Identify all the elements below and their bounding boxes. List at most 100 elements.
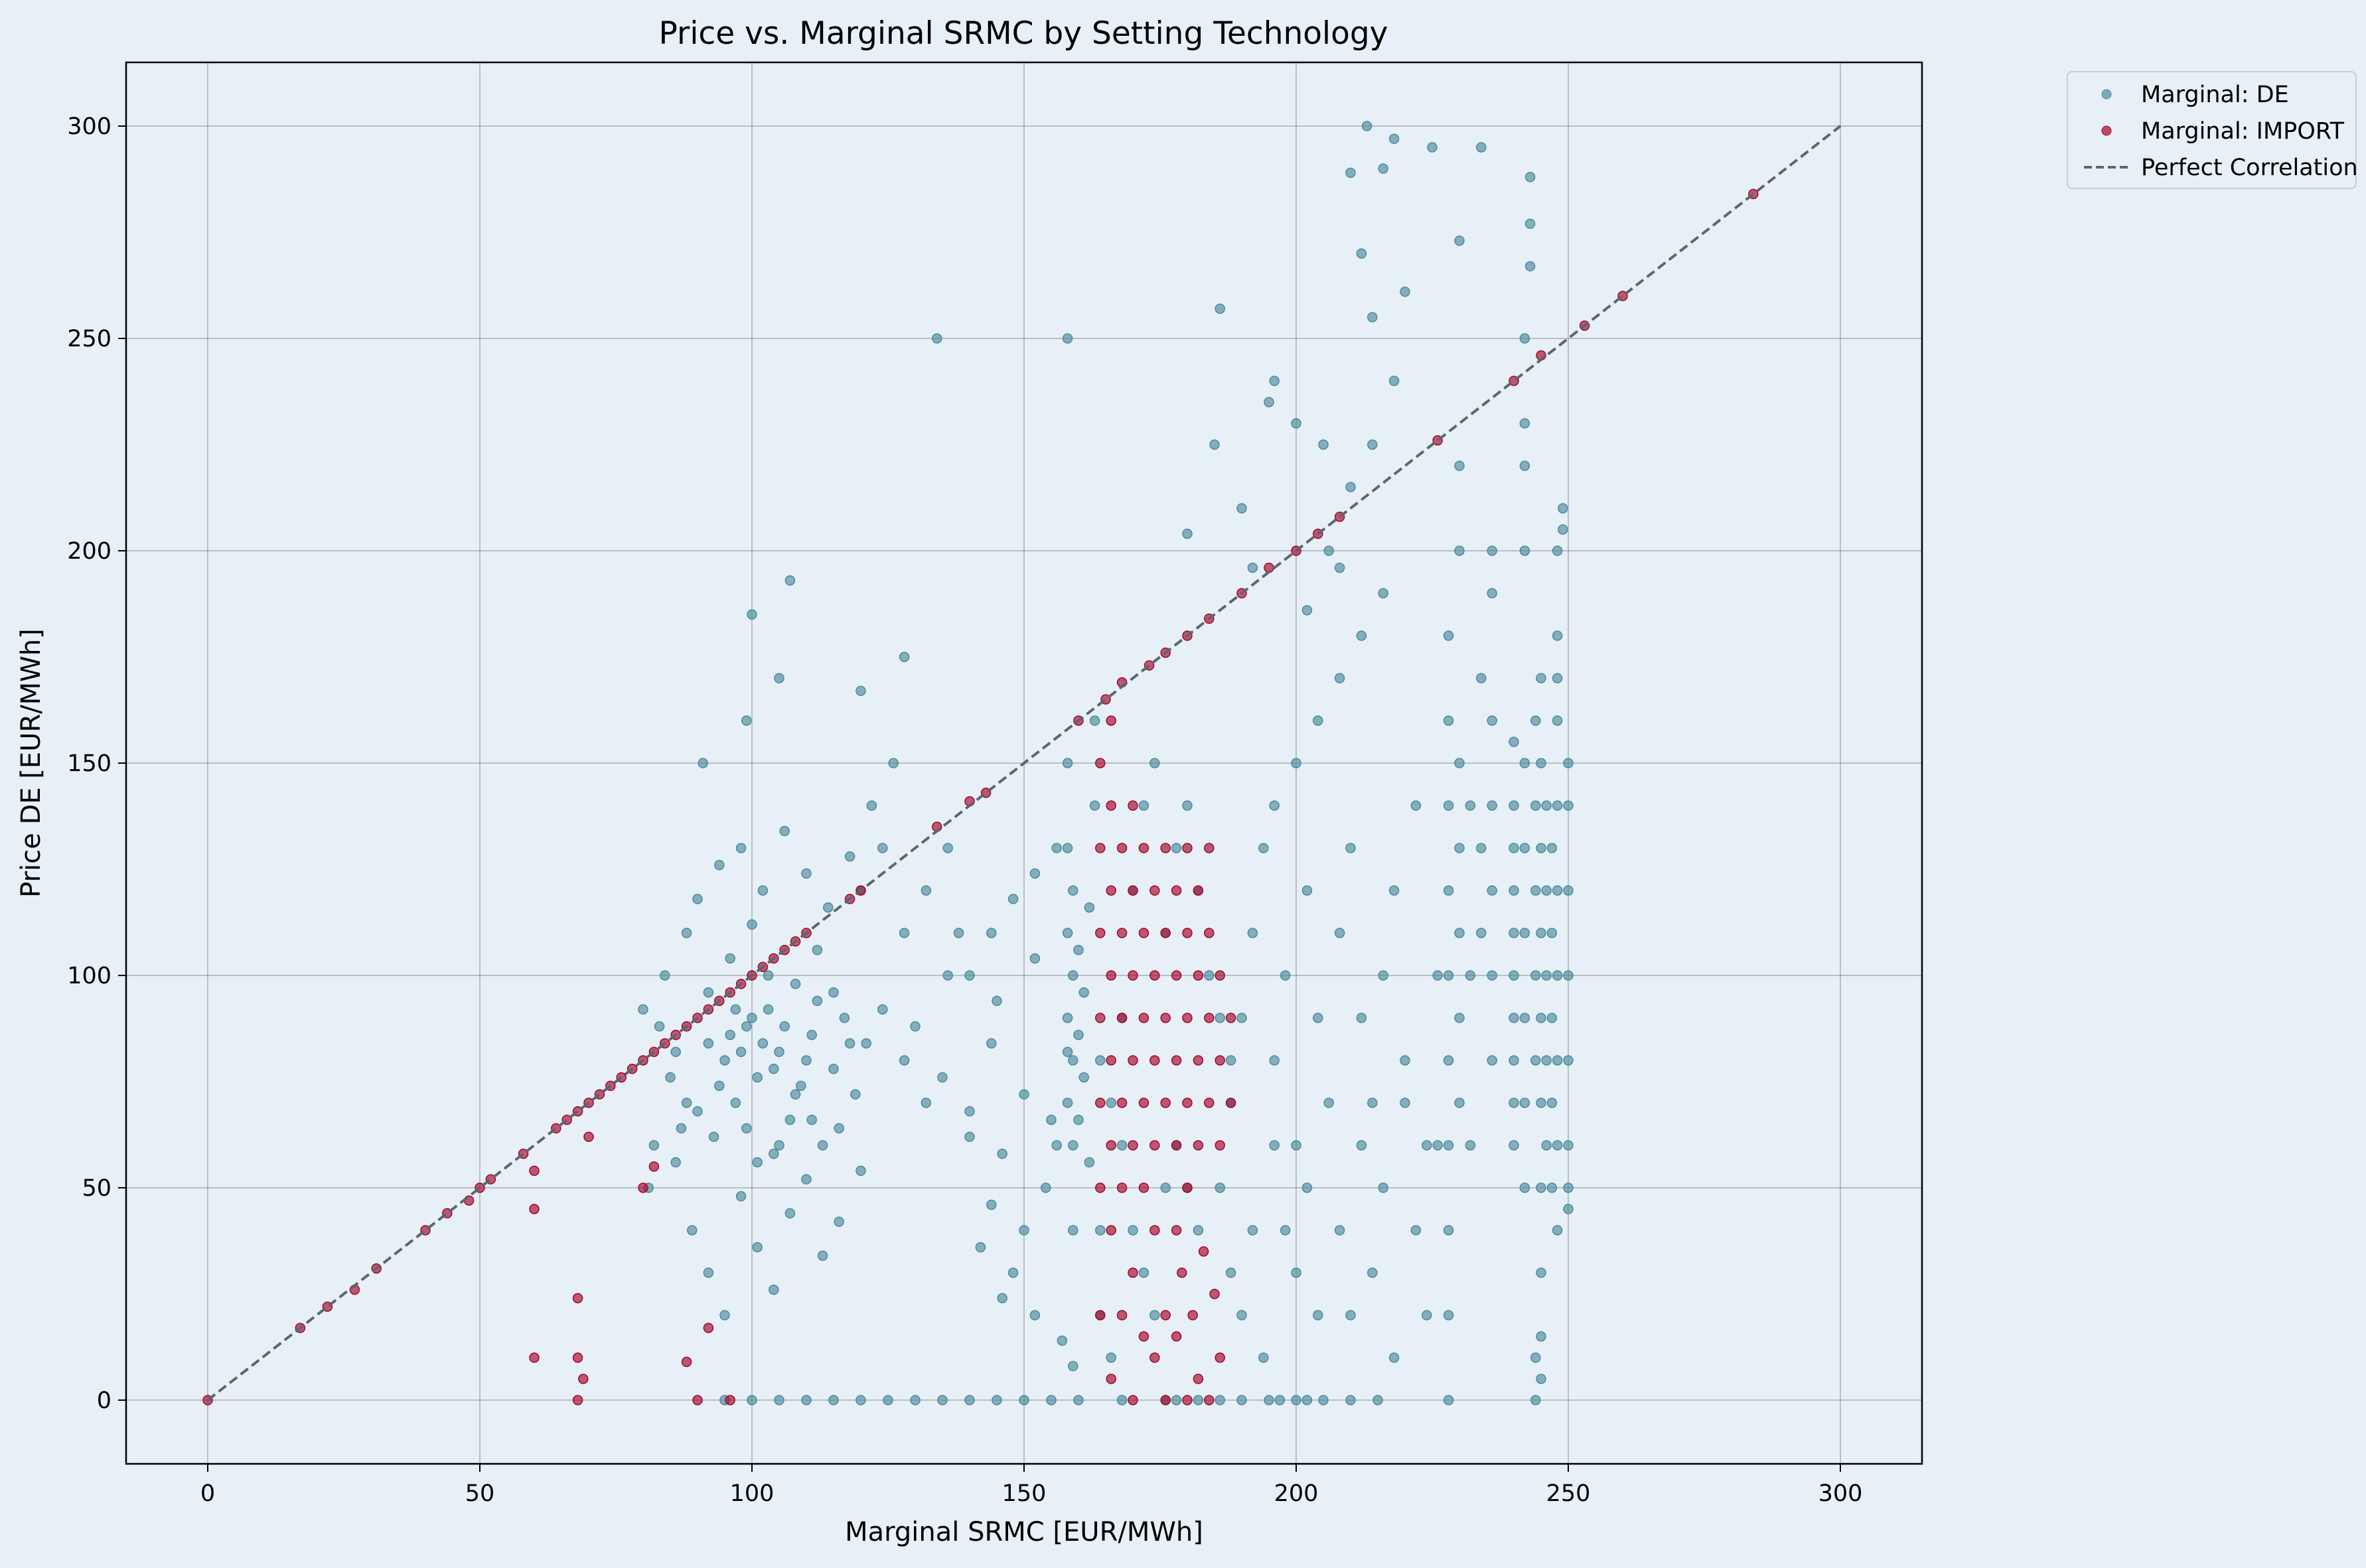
x-axis-ticks: 0 50 100 150 200 250 300 [200, 1464, 1862, 1507]
data-point-import [1171, 1225, 1182, 1236]
data-point-de [1536, 1331, 1546, 1342]
data-point-import [1095, 758, 1106, 768]
data-point-de [1269, 1055, 1280, 1066]
data-point-import [1138, 928, 1149, 938]
data-point-import [1215, 970, 1225, 981]
x-tick-label: 0 [200, 1480, 215, 1507]
data-point-de [660, 970, 670, 981]
data-point-de [1443, 1140, 1454, 1151]
data-point-de [1068, 970, 1078, 981]
data-point-de [1443, 885, 1454, 896]
data-point-de [812, 944, 823, 956]
data-point-de [1546, 928, 1558, 938]
data-point-de [1378, 970, 1388, 981]
data-point-de [1536, 843, 1546, 853]
data-point-de [1432, 1140, 1443, 1151]
data-point-import [1225, 1098, 1236, 1108]
data-point-de [1536, 673, 1546, 683]
data-point-de [1432, 970, 1443, 981]
data-point-de [888, 758, 899, 768]
x-tick-label: 250 [1546, 1480, 1591, 1507]
y-tick-label: 50 [82, 1175, 111, 1202]
data-point-de [1530, 800, 1541, 811]
data-point-de [1106, 1098, 1116, 1108]
data-point-de [1552, 545, 1563, 556]
data-point-de [877, 843, 888, 853]
data-point-de [823, 902, 834, 913]
data-point-de [953, 928, 964, 938]
data-point-de [1487, 1055, 1497, 1066]
data-point-de [1269, 800, 1280, 811]
data-point-de [1160, 1182, 1171, 1193]
data-point-import [572, 1352, 583, 1363]
data-point-de [692, 894, 703, 904]
data-point-import [681, 1356, 692, 1368]
data-point-de [1182, 528, 1193, 539]
data-point-de [1388, 376, 1400, 386]
data-point-de [1215, 1395, 1225, 1405]
data-point-de [997, 1149, 1007, 1159]
data-point-import [692, 1395, 703, 1405]
data-point-de [796, 1080, 806, 1092]
data-point-de [883, 1395, 893, 1405]
data-point-de [1536, 758, 1546, 768]
data-point-de [1334, 562, 1345, 573]
data-point-de [1029, 1310, 1041, 1320]
data-point-de [1400, 1098, 1410, 1108]
data-point-de [899, 652, 910, 662]
data-point-de [1558, 524, 1568, 535]
data-point-de [1068, 1361, 1078, 1372]
x-tick-label: 100 [730, 1480, 775, 1507]
data-point-de [1509, 1098, 1519, 1108]
data-point-de [1313, 715, 1323, 726]
data-point-de [1095, 1225, 1106, 1236]
data-point-de [665, 1072, 676, 1083]
data-point-de [932, 333, 942, 344]
y-tick-label: 200 [67, 538, 111, 565]
data-point-de [1530, 1055, 1541, 1066]
data-point-de [1128, 1225, 1138, 1236]
data-point-de [1563, 970, 1574, 981]
data-point-de [1465, 1140, 1476, 1151]
data-point-de [1029, 953, 1041, 964]
data-point-de [784, 1114, 796, 1125]
data-point-de [1068, 1055, 1078, 1066]
data-point-de [1465, 800, 1476, 811]
data-point-de [747, 609, 757, 620]
data-point-de [1563, 800, 1574, 811]
data-point-import [703, 1322, 714, 1333]
data-point-de [801, 1395, 812, 1405]
data-point-de [1552, 715, 1563, 726]
data-point-de [1487, 885, 1497, 896]
data-point-de [1454, 545, 1465, 556]
data-point-de [839, 1013, 850, 1023]
legend-label-import: Marginal: IMPORT [2141, 118, 2345, 145]
data-point-de [1509, 1055, 1519, 1066]
data-point-de [1454, 928, 1465, 938]
data-point-de [1552, 885, 1563, 896]
data-point-de [1171, 843, 1182, 853]
data-point-import [1116, 1310, 1128, 1320]
data-point-import [1106, 1374, 1116, 1384]
data-point-de [1541, 800, 1552, 811]
data-point-import [1215, 1055, 1225, 1066]
data-point-de [725, 953, 735, 964]
data-point-de [779, 1021, 790, 1032]
data-point-de [817, 1140, 828, 1151]
data-point-de [1291, 418, 1301, 429]
data-point-de [1519, 545, 1530, 556]
data-point-de [1182, 800, 1193, 811]
data-point-de [1536, 1374, 1546, 1384]
data-point-de [1563, 1055, 1574, 1066]
data-point-de [1443, 1225, 1454, 1236]
data-point-de [1116, 1140, 1128, 1151]
data-point-de [1509, 885, 1519, 896]
data-point-de [703, 987, 714, 998]
data-point-de [1073, 1395, 1084, 1405]
data-point-de [1318, 1395, 1329, 1405]
data-point-import [1128, 800, 1138, 811]
data-point-de [834, 1216, 844, 1227]
data-point-de [1291, 1140, 1301, 1151]
data-point-de [1519, 928, 1530, 938]
data-point-de [741, 715, 752, 726]
